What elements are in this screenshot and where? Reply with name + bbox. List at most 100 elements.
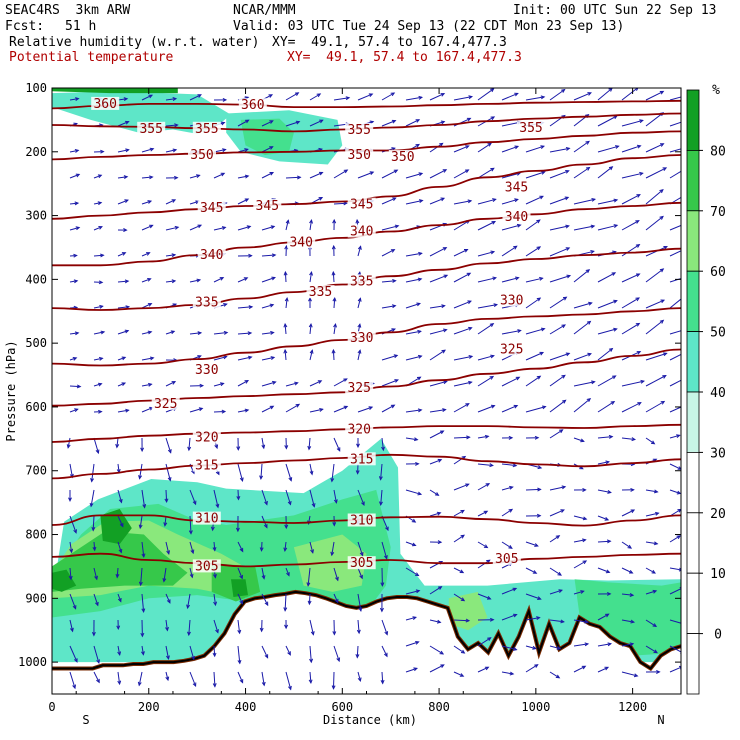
contour-label-bg bbox=[502, 209, 531, 223]
wind-vector bbox=[237, 253, 253, 258]
wind-vector bbox=[69, 645, 78, 663]
wind-vector bbox=[93, 330, 106, 335]
wind-vector bbox=[261, 593, 269, 607]
wind-vector bbox=[93, 567, 98, 581]
contour-label-bg bbox=[347, 274, 376, 288]
wind-vector bbox=[477, 142, 492, 153]
wind-vector bbox=[141, 252, 151, 257]
wind-vector bbox=[117, 671, 122, 686]
wind-vector bbox=[525, 513, 542, 518]
wind-vector bbox=[501, 541, 513, 549]
wind-vector bbox=[309, 93, 322, 101]
isentrope-325 bbox=[52, 348, 681, 407]
wind-vector bbox=[69, 408, 79, 413]
wind-vector bbox=[669, 489, 681, 495]
wind-vector bbox=[117, 120, 130, 127]
wind-vector bbox=[453, 671, 465, 677]
contour-label-bg bbox=[347, 452, 376, 466]
wind-vector bbox=[333, 405, 349, 413]
wind-vector bbox=[237, 463, 244, 483]
wind-vector bbox=[308, 322, 313, 335]
wind-vector bbox=[213, 489, 220, 509]
wind-vector bbox=[69, 671, 76, 690]
wind-vector bbox=[597, 224, 619, 231]
wind-vector bbox=[669, 463, 681, 470]
wind-vector bbox=[405, 119, 421, 127]
wind-vector bbox=[549, 671, 561, 679]
wind-vector bbox=[93, 593, 99, 607]
wind-vector bbox=[331, 244, 336, 257]
wind-vector bbox=[141, 94, 154, 101]
wind-vector bbox=[381, 279, 397, 283]
wind-vector bbox=[309, 489, 316, 508]
wind-vector bbox=[357, 171, 375, 179]
wind-vector bbox=[645, 437, 656, 445]
wind-vector bbox=[308, 671, 313, 685]
organization: NCAR/MMM bbox=[233, 3, 296, 18]
wind-vector bbox=[285, 645, 291, 656]
wind-vector bbox=[573, 320, 592, 335]
wind-vector bbox=[525, 171, 546, 179]
wind-vector bbox=[645, 268, 665, 283]
contour-label-5: 355 bbox=[519, 121, 542, 136]
wind-vector bbox=[573, 642, 590, 647]
wind-vector bbox=[138, 567, 143, 587]
wind-vector bbox=[621, 171, 644, 179]
contour-label-bg bbox=[188, 148, 216, 161]
wind-vector bbox=[306, 567, 311, 587]
colorbar-box bbox=[686, 451, 700, 514]
wind-vector bbox=[69, 593, 77, 610]
wind-vector bbox=[93, 409, 103, 414]
cross-section-coords-1: XY= 49.1, 57.4 to 167.4,477.3 bbox=[272, 35, 507, 50]
humidity-region-50-4 bbox=[240, 118, 294, 155]
wind-vector bbox=[501, 613, 518, 621]
wind-vector bbox=[165, 463, 172, 482]
wind-vector bbox=[187, 437, 192, 452]
wind-vector bbox=[549, 374, 566, 387]
wind-vector bbox=[93, 280, 104, 285]
wind-vector bbox=[429, 304, 446, 309]
wind-vector bbox=[597, 145, 620, 153]
wind-vector bbox=[621, 541, 633, 549]
wind-vector bbox=[669, 535, 681, 543]
wind-vector bbox=[380, 671, 385, 685]
wind-vector bbox=[69, 357, 78, 361]
wind-vector bbox=[429, 645, 445, 655]
wind-vector bbox=[309, 463, 314, 476]
colorbar-tick-label: 40 bbox=[710, 386, 726, 401]
wind-vector bbox=[405, 408, 423, 413]
wind-vector bbox=[117, 541, 123, 554]
colorbar-tick-label: 20 bbox=[710, 507, 726, 522]
wind-vector bbox=[573, 515, 588, 521]
wind-vector bbox=[381, 92, 396, 101]
wind-vector bbox=[237, 174, 250, 179]
y-tick-label: 1000 bbox=[18, 655, 47, 669]
wind-vector bbox=[261, 645, 269, 659]
wind-vector bbox=[93, 645, 100, 665]
wind-vector bbox=[381, 645, 388, 658]
wind-vector bbox=[549, 399, 567, 413]
wind-vector bbox=[573, 380, 596, 387]
wind-vector bbox=[597, 613, 610, 621]
contour-label-29: 315 bbox=[195, 459, 218, 474]
wind-vector bbox=[189, 224, 203, 231]
contour-label-28: 315 bbox=[350, 452, 373, 467]
wind-vector bbox=[165, 225, 180, 231]
wind-vector bbox=[405, 437, 419, 442]
wind-vector bbox=[165, 279, 177, 284]
wind-vector bbox=[69, 173, 81, 179]
wind-vector bbox=[645, 319, 665, 335]
wind-vector bbox=[645, 352, 668, 361]
wind-vector bbox=[525, 145, 546, 153]
x-tick-label: 0 bbox=[48, 700, 55, 714]
wind-vector bbox=[549, 274, 572, 283]
wind-vector bbox=[141, 200, 153, 205]
wind-vector bbox=[186, 593, 191, 610]
contour-label-33: 305 bbox=[195, 559, 218, 574]
wind-vector bbox=[236, 437, 241, 451]
wind-vector bbox=[117, 279, 130, 284]
wind-vector bbox=[162, 567, 167, 583]
wind-vector bbox=[117, 645, 122, 657]
contour-label-bg bbox=[192, 430, 221, 444]
